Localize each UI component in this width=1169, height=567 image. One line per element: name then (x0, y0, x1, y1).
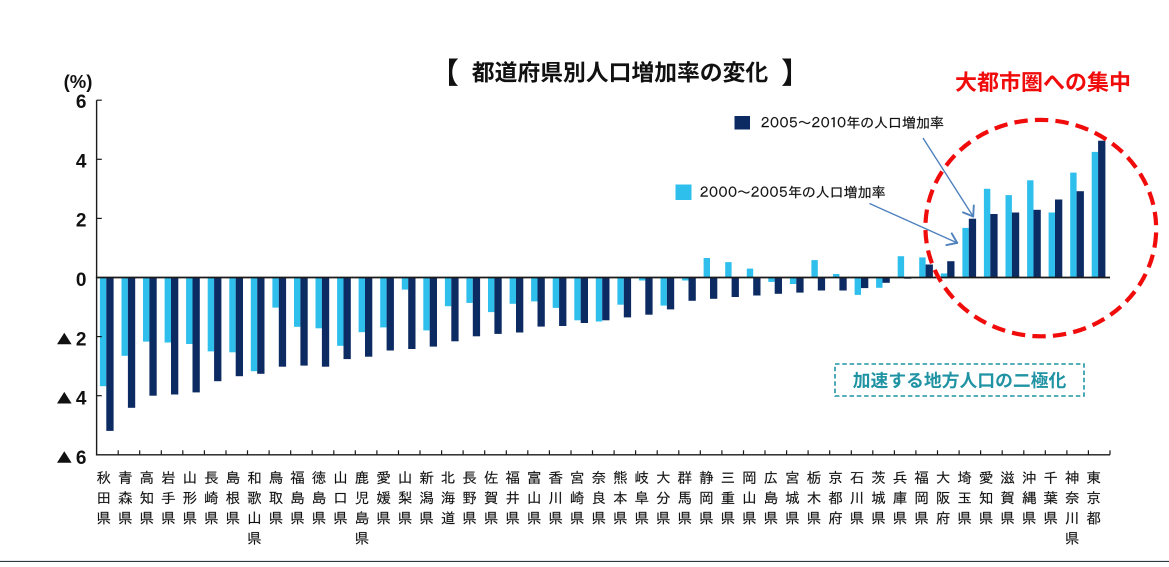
svg-text:2: 2 (76, 329, 87, 350)
svg-text:4: 4 (76, 389, 87, 410)
svg-text:2: 2 (76, 211, 87, 232)
svg-text:0: 0 (76, 270, 87, 291)
svg-text:6: 6 (76, 448, 87, 469)
svg-text:(%): (%) (64, 71, 93, 92)
svg-text:6: 6 (76, 92, 87, 113)
svg-text:4: 4 (76, 151, 87, 172)
